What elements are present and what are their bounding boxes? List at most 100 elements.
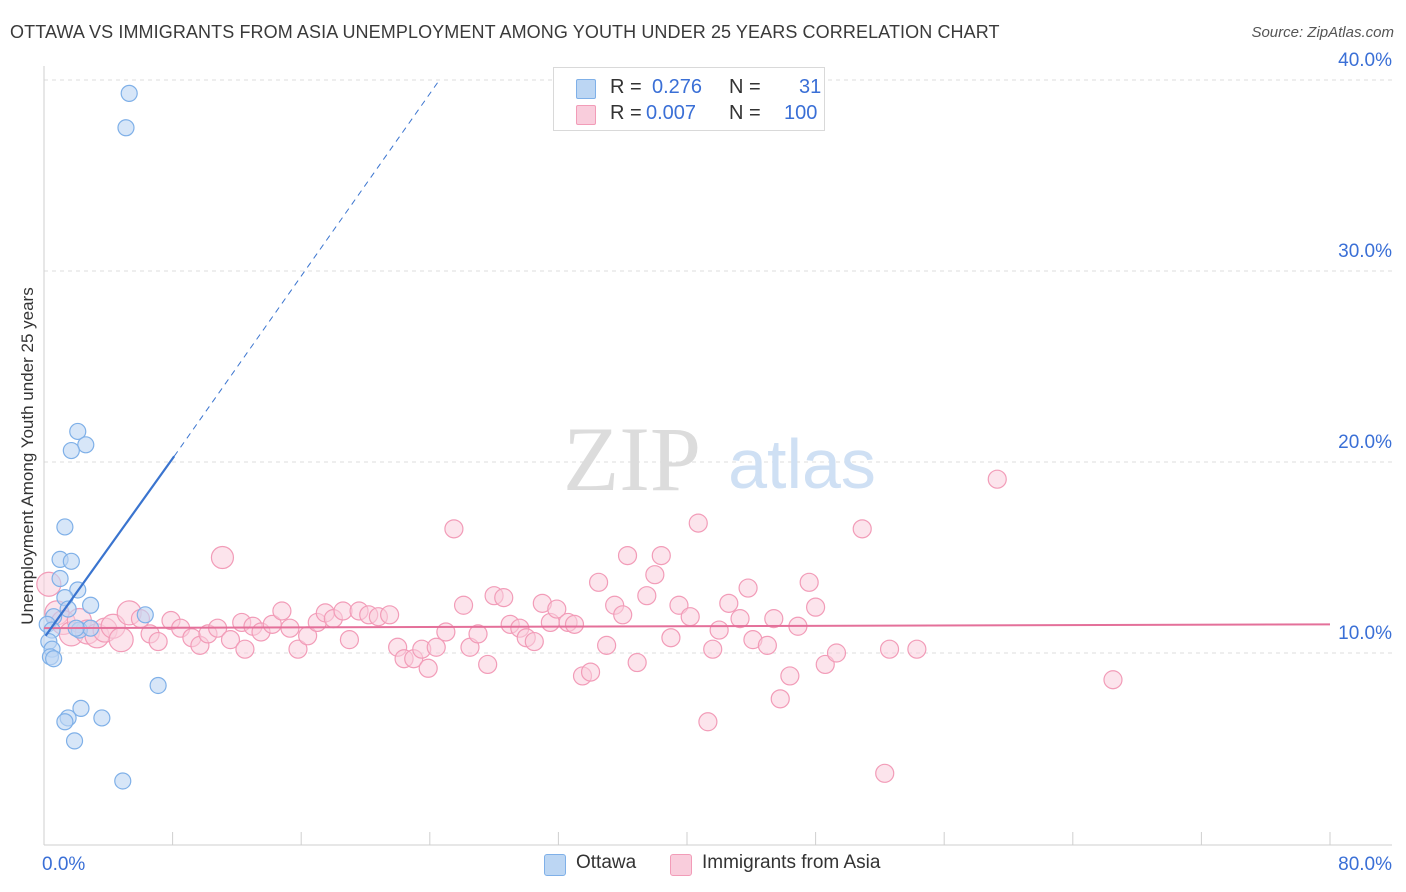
data-point-ottawa (149, 676, 167, 695)
data-point-ottawa (65, 732, 84, 750)
r-value: 0.276 (652, 76, 703, 98)
data-point-asia (651, 545, 671, 566)
data-point-asia (799, 572, 819, 592)
data-point-asia (617, 545, 638, 566)
data-point-asia (210, 545, 235, 570)
data-point-asia (875, 763, 895, 783)
data-point-asia (235, 639, 255, 659)
data-point-ottawa (117, 119, 135, 137)
data-point-asia (987, 469, 1007, 489)
data-point-asia (770, 689, 790, 709)
asia-legend-swatch (670, 854, 692, 876)
data-point-asia (627, 652, 647, 673)
data-point-asia (738, 578, 758, 598)
x-tick-label: 80.0% (1338, 854, 1392, 875)
ottawa-swatch (576, 79, 596, 99)
data-point-asia (815, 654, 835, 675)
source-label: Source: ZipAtlas.com (1251, 24, 1394, 41)
r-value: 0.007 (646, 102, 697, 124)
data-point-ottawa (56, 713, 74, 731)
data-point-asia (494, 588, 514, 608)
chart-title: OTTAWA VS IMMIGRANTS FROM ASIA UNEMPLOYM… (10, 22, 1000, 42)
data-point-asia (826, 643, 847, 663)
y-axis-label: Unemployment Among Youth under 25 years (18, 287, 37, 625)
legend-asia-label: Immigrants from Asia (702, 852, 881, 873)
data-point-asia (680, 607, 700, 627)
trend-line-ottawa (44, 455, 176, 637)
data-point-ottawa (69, 422, 87, 441)
data-point-ottawa (45, 650, 63, 668)
data-point-asia (730, 609, 750, 629)
data-point-asia (597, 635, 617, 655)
y-tick-label: 40.0% (1338, 50, 1392, 71)
tick-labels: 10.0% 20.0% 30.0% 40.0% 0.0% 80.0% (42, 50, 1392, 875)
data-point-asia (703, 639, 723, 659)
data-point-asia (453, 595, 474, 615)
y-tick-label: 20.0% (1338, 432, 1392, 453)
data-point-asia (907, 639, 927, 659)
n-value: 31 (799, 76, 822, 98)
legend-ottawa-label: Ottawa (576, 852, 637, 873)
data-point-ottawa (72, 699, 90, 717)
series-ottawa (38, 84, 167, 790)
stats-box: R = 0.276 N = 31 R = 0.007 N = 100 (553, 67, 825, 131)
data-point-asia (688, 513, 708, 533)
data-point-asia (108, 627, 134, 653)
data-point-asia (547, 599, 567, 619)
data-point-asia (468, 624, 488, 644)
data-point-asia (645, 565, 665, 585)
data-point-asia (436, 622, 456, 642)
data-point-asia (272, 601, 292, 621)
watermark-zip: ZIP (563, 408, 701, 510)
data-point-ottawa (51, 569, 69, 588)
data-point-asia (524, 631, 544, 652)
data-point-asia (719, 593, 739, 613)
data-point-asia (148, 631, 168, 652)
data-point-asia (418, 658, 438, 678)
x-tick-label: 0.0% (42, 854, 85, 875)
data-point-asia (1103, 670, 1123, 690)
gridlines (44, 79, 1392, 654)
data-point-asia (661, 628, 681, 648)
data-point-asia (478, 654, 498, 675)
data-point-asia (764, 609, 784, 629)
data-point-ottawa (136, 606, 154, 624)
data-point-asia (333, 601, 353, 621)
watermark: ZIP atlas (563, 408, 876, 510)
data-point-asia (780, 666, 800, 686)
data-point-asia (564, 614, 585, 634)
data-point-asia (852, 519, 872, 539)
data-point-ottawa (82, 596, 100, 614)
data-point-asia (637, 586, 657, 606)
data-point-ottawa (114, 772, 132, 790)
data-point-ottawa (120, 84, 138, 102)
asia-swatch (576, 105, 596, 125)
data-point-ottawa (62, 552, 80, 570)
watermark-atlas: atlas (728, 425, 876, 503)
data-point-asia (426, 637, 446, 657)
y-tick-label: 30.0% (1338, 241, 1392, 262)
trend-line-asia (43, 623, 1331, 630)
trend-line-ottawa-extension (173, 79, 440, 457)
data-point-asia (698, 712, 718, 732)
data-point-asia (669, 595, 689, 615)
data-point-ottawa (59, 600, 77, 618)
data-point-asia (580, 662, 601, 682)
data-point-asia (757, 635, 777, 655)
n-label: N = (729, 102, 761, 124)
data-point-asia (613, 605, 633, 625)
ottawa-legend-swatch (544, 854, 566, 876)
r-label: R = (610, 76, 642, 98)
data-point-asia (288, 639, 308, 659)
data-point-asia (588, 572, 609, 592)
data-point-ottawa (77, 436, 95, 454)
trend-lines (43, 79, 1331, 637)
series-immigrants-from-asia (36, 469, 1123, 783)
r-label: R = (610, 102, 642, 124)
data-point-asia (879, 639, 900, 659)
axes (43, 66, 1392, 846)
y-tick-label: 10.0% (1338, 623, 1392, 644)
data-point-asia (380, 605, 400, 625)
data-point-asia (339, 630, 360, 650)
